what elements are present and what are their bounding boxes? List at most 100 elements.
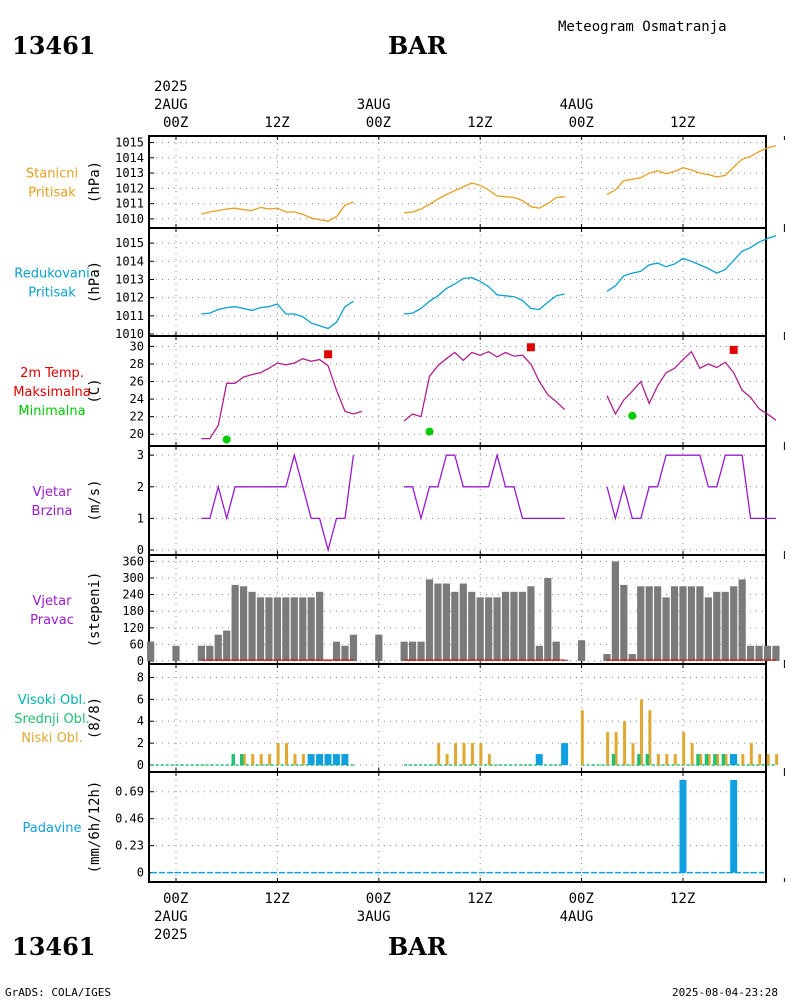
y-tick-label: 1012 (115, 291, 144, 305)
precip-bar (679, 780, 687, 873)
winddir-bar (332, 641, 341, 661)
station-name-top: BAR (388, 31, 448, 60)
top-time-axis: 2025 2AUG 3AUG 4AUG 00Z 12Z 00Z 12Z 00Z 12Z (154, 79, 695, 131)
y-axis-label: (8/8) (87, 697, 103, 739)
cloud-low-bar (285, 743, 289, 765)
cloud-low-bar (242, 754, 246, 765)
y-tick-label: 1013 (115, 166, 144, 180)
cloud-low-bar (462, 743, 466, 765)
cloud-low-bar (437, 743, 441, 765)
series-line (606, 350, 777, 421)
series-line (404, 276, 565, 315)
winddir-bar (544, 577, 552, 661)
winddir-bar (679, 586, 687, 661)
y-tick-label: 24 (130, 392, 144, 406)
cloud-low-bar (268, 754, 272, 765)
precip-bar (730, 780, 738, 873)
series-line (201, 300, 354, 330)
series-line (606, 235, 777, 292)
series-line (404, 182, 565, 214)
cloud-low-bar (293, 754, 297, 765)
winddir-bar (637, 586, 645, 661)
time-label-top: 00Z (366, 115, 391, 131)
cloud-low-bar (606, 732, 610, 765)
y-tick-label: 8 (137, 670, 144, 684)
cloud-mid-bar (721, 754, 726, 765)
winddir-bar (256, 597, 265, 661)
time-label-bottom: 12Z (264, 891, 289, 907)
winddir-bar (434, 583, 442, 661)
cloud-low-bar (623, 721, 627, 765)
panel-label: Maksimalna (13, 385, 91, 400)
winddir-bar (535, 645, 543, 661)
cloud-mid-bar (713, 754, 717, 765)
y-tick-label: 1014 (115, 254, 144, 268)
y-tick-label: 1015 (115, 136, 144, 150)
winddir-bar (223, 630, 231, 661)
y-tick-label: 0 (137, 866, 144, 880)
panel-label: Srednji Obl. (14, 712, 89, 727)
time-label-bottom: 00Z (366, 891, 391, 907)
winddir-bar (510, 591, 518, 661)
cloud-low-bar (259, 754, 263, 765)
winddir-bar (400, 641, 408, 661)
date-label-top: 4AUG (560, 97, 594, 113)
panel-precipitation: 0 0.23 0.46 0.69 (mm/6h/12h) Padavine (23, 771, 785, 883)
tmin-marker (628, 411, 637, 420)
winddir-bar (738, 579, 746, 661)
panel-label: 2m Temp. (20, 366, 84, 381)
chart-title: Meteogram Osmatranja (558, 19, 727, 35)
cloud-high-bar (307, 754, 315, 765)
y-tick-label: 1012 (115, 181, 144, 195)
y-tick-label: 180 (122, 604, 144, 618)
winddir-bar (704, 597, 712, 661)
winddir-bar (349, 634, 358, 661)
cloud-low-bar (758, 754, 762, 765)
winddir-bar (696, 586, 704, 661)
series-line (403, 350, 566, 422)
winddir-bar (654, 586, 662, 661)
y-tick-label: 4 (137, 714, 144, 728)
cloud-low-bar (479, 743, 483, 765)
time-label-top: 00Z (569, 115, 594, 131)
tmin-marker (222, 435, 231, 444)
cloud-low-bar (741, 754, 745, 765)
y-tick-label: 0.46 (115, 812, 144, 826)
winddir-bar (662, 597, 670, 661)
cloud-low-bar (707, 754, 711, 765)
date-label-top: 3AUG (357, 97, 391, 113)
cloud-mid-bar (704, 754, 709, 765)
y-tick-label: 28 (130, 357, 144, 371)
series-line (201, 452, 355, 553)
station-id-top: 13461 (12, 31, 96, 60)
winddir-bar (628, 654, 636, 661)
y-tick-label: 2 (137, 736, 144, 750)
cloud-low-bar (614, 732, 618, 765)
series-line (606, 454, 776, 521)
panel-label: Vjetar (33, 485, 73, 500)
y-tick-label: 1 (137, 511, 144, 525)
winddir-bar (417, 641, 425, 661)
winddir-bar (468, 591, 476, 661)
y-axis-label: (C) (87, 378, 103, 403)
cloud-low-bar (639, 699, 643, 765)
cloud-high-bar (332, 754, 340, 765)
cloud-low-bar (682, 732, 686, 765)
winddir-bar (485, 597, 493, 661)
panel-frame (148, 771, 767, 883)
winddir-bar (307, 597, 315, 661)
y-axis-label: (m/s) (87, 479, 103, 521)
y-tick-label: 2 (137, 480, 144, 494)
winddir-bar (273, 597, 281, 661)
cloud-low-bar (749, 743, 753, 765)
time-label-top: 12Z (670, 115, 695, 131)
year-label-top: 2025 (154, 79, 188, 95)
cloud-mid-bar (696, 754, 700, 765)
y-tick-label: 1011 (115, 309, 144, 323)
time-label-bottom: 00Z (569, 891, 594, 907)
panel-label: Stanicni (26, 167, 78, 182)
cloud-mid-bar (645, 754, 649, 765)
cloud-low-bar (716, 754, 719, 765)
